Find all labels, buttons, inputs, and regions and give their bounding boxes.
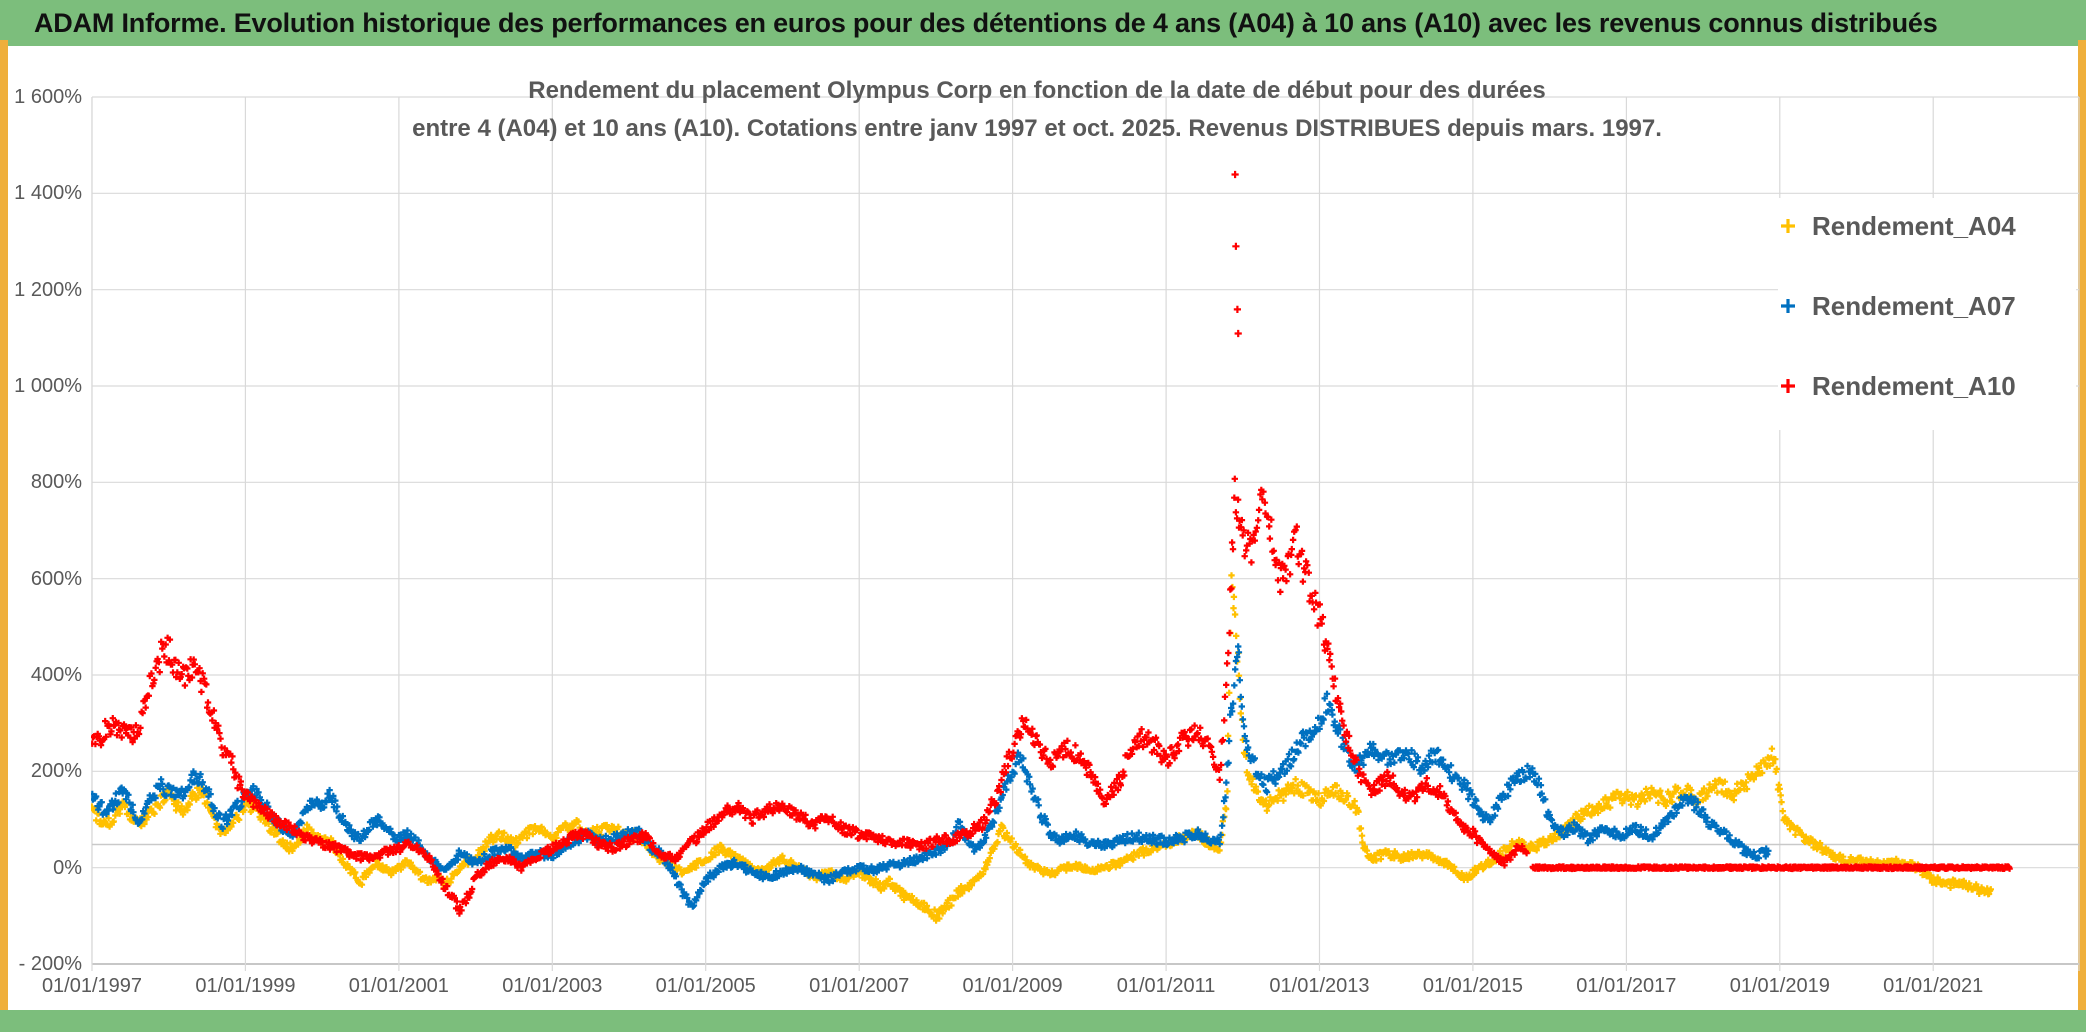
y-axis-tick-label: 200% <box>30 760 82 783</box>
series-Rendement_A10 <box>91 170 2013 917</box>
legend-label: Rendement_A10 <box>1812 370 2016 401</box>
left-edge-strip <box>0 40 8 1032</box>
x-axis-tick-label: 01/01/1997 <box>41 975 143 997</box>
x-axis-tick-label: 01/01/2015 <box>1422 975 1523 997</box>
chart-title-line2: entre 4 (A04) et 10 ans (A10). Cotations… <box>412 115 1662 142</box>
plus-marker-icon <box>1781 219 1795 233</box>
x-axis-tick-label: 01/01/2005 <box>655 975 756 997</box>
legend-item-rendement-a07: Rendement_A07 <box>1778 286 2016 326</box>
bottom-bar <box>0 1010 2086 1032</box>
y-axis-tick-label: 1 600% <box>14 86 82 108</box>
y-axis-tick-label: 800% <box>30 471 82 494</box>
series-Rendement_A04 <box>91 572 1994 924</box>
y-axis-tick-label: 400% <box>30 664 82 686</box>
right-edge-strip <box>2078 40 2086 1032</box>
x-axis-tick-label: 01/01/2017 <box>1576 975 1677 997</box>
chart-title-line1: Rendement du placement Olympus Corp en f… <box>528 77 1546 104</box>
y-axis-tick-label: 1 200% <box>14 278 82 301</box>
plus-marker-icon <box>1781 379 1795 393</box>
legend-label: Rendement_A04 <box>1812 210 2016 241</box>
chart-title: Rendement du placement Olympus Corp en f… <box>92 72 1982 148</box>
x-axis-tick-label: 01/01/2019 <box>1729 975 1830 997</box>
y-axis-tick-label: - 200% <box>18 953 82 975</box>
series-Rendement_A07 <box>91 643 1772 910</box>
legend-item-rendement-a04: Rendement_A04 <box>1778 206 2016 246</box>
legend-label: Rendement_A07 <box>1812 290 2016 321</box>
chart-legend: Rendement_A04 Rendement_A07 Rendement_A1… <box>1778 198 2076 430</box>
x-axis-tick-label: 01/01/2001 <box>348 975 449 997</box>
y-axis-tick-label: 1 400% <box>14 182 82 205</box>
page-title: ADAM Informe. Evolution historique des p… <box>34 7 1938 38</box>
x-axis-tick-label: 01/01/1999 <box>195 975 296 997</box>
header-bar: ADAM Informe. Evolution historique des p… <box>0 0 2086 46</box>
x-axis-tick-label: 01/01/2021 <box>1883 975 1984 997</box>
legend-item-rendement-a10: Rendement_A10 <box>1778 366 2016 406</box>
x-axis-tick-label: 01/01/2011 <box>1116 975 1216 997</box>
x-axis-tick-label: 01/01/2013 <box>1269 975 1370 997</box>
y-axis-tick-label: 1 000% <box>14 375 82 397</box>
x-axis-tick-label: 01/01/2009 <box>962 975 1063 997</box>
y-axis-tick-label: 600% <box>30 567 82 590</box>
x-axis-tick-label: 01/01/2003 <box>502 975 603 997</box>
x-axis-tick-label: 01/01/2007 <box>809 975 910 997</box>
y-axis-tick-label: 0% <box>53 856 82 879</box>
plus-marker-icon <box>1781 299 1795 313</box>
